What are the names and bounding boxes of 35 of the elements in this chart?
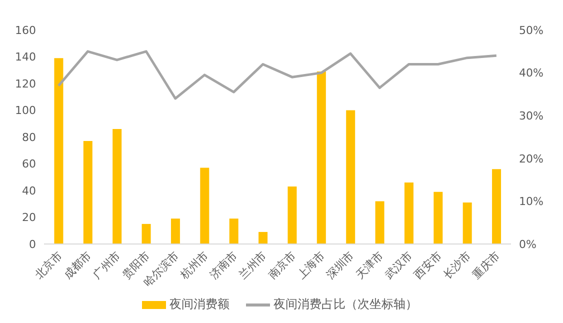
bar xyxy=(288,186,297,244)
y-tick-label: 60 xyxy=(22,158,36,171)
bar xyxy=(462,202,472,244)
legend-label: 夜间消费占比（次坐标轴） xyxy=(274,296,418,313)
y-tick-label: 120 xyxy=(15,77,36,90)
bar xyxy=(375,201,384,244)
y-tick-label: 80 xyxy=(22,130,36,144)
y-tick-label: 140 xyxy=(15,50,36,64)
bar xyxy=(54,58,64,244)
y2-tick-label: 30% xyxy=(519,110,544,123)
bar xyxy=(170,218,180,244)
bar xyxy=(434,192,443,244)
bar xyxy=(404,182,414,244)
legend-label: 夜间消费额 xyxy=(170,296,230,313)
y-tick-label: 20 xyxy=(22,211,36,224)
bar xyxy=(346,110,356,244)
y2-tick-label: 50% xyxy=(519,24,544,37)
y-tick-label: 40 xyxy=(22,184,36,198)
y2-tick-label: 20% xyxy=(519,152,544,166)
y2-tick-label: 10% xyxy=(519,195,544,208)
y-tick-label: 160 xyxy=(15,24,36,37)
bar xyxy=(316,71,326,244)
bar xyxy=(200,168,210,244)
y-tick-label: 100 xyxy=(15,104,36,118)
x-tick-label: 重庆市 xyxy=(470,248,503,282)
y2-tick-label: 0% xyxy=(519,238,536,251)
bar xyxy=(112,128,122,244)
line-series xyxy=(57,50,498,100)
bar xyxy=(229,218,238,244)
bar xyxy=(258,232,268,244)
y2-tick-label: 40% xyxy=(519,66,544,80)
bar xyxy=(142,224,151,244)
bar xyxy=(83,141,92,244)
bar xyxy=(492,169,502,244)
y-tick-label: 0 xyxy=(29,238,36,251)
